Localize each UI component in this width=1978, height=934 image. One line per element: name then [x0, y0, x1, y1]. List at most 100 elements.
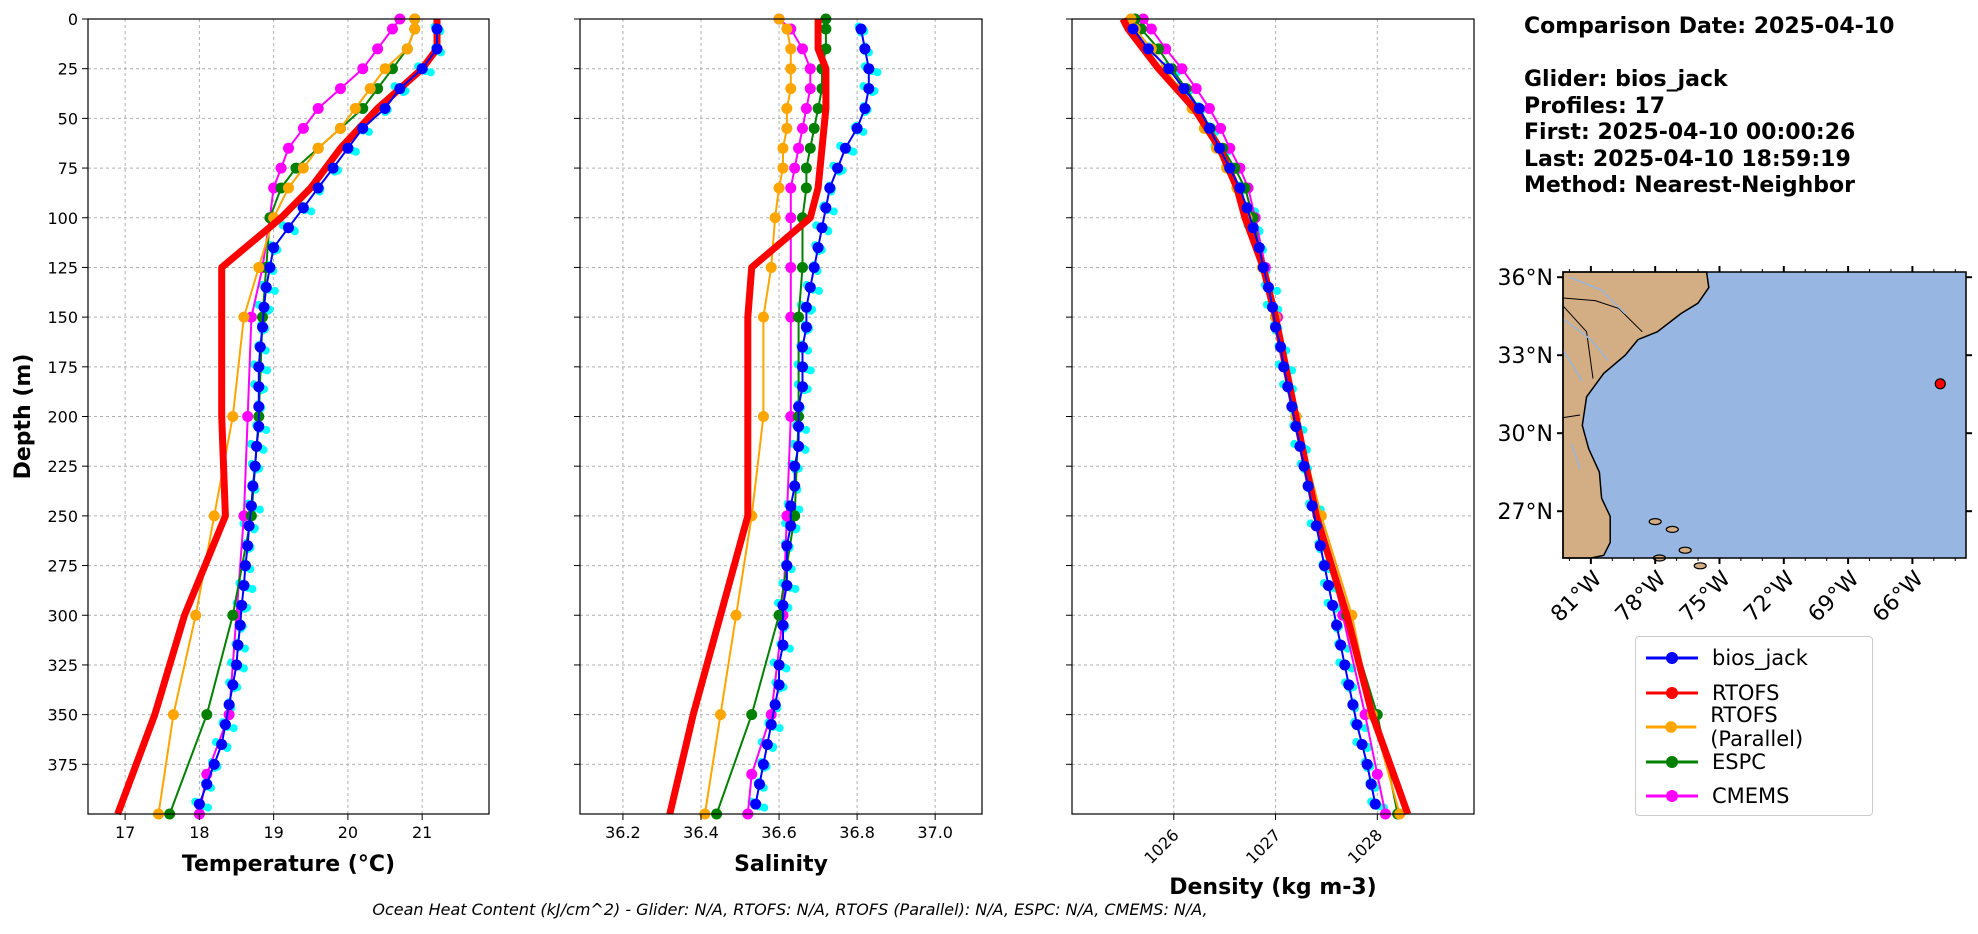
series-point-bios-jack [773, 659, 785, 671]
series-point-rtofs-parallel- [349, 102, 361, 114]
series-point-cmems [785, 311, 797, 323]
series-point-bios-jack [765, 719, 777, 731]
series-point-bios-jack [785, 520, 797, 532]
glider-position-marker [1934, 378, 1946, 390]
legend-item-cmems: CMEMS [1644, 779, 1790, 813]
series-point-bios-jack [816, 222, 828, 234]
y-tick-label: 200 [47, 408, 78, 427]
series-point-cmems [765, 709, 777, 721]
series-point-bios-jack [1178, 83, 1190, 95]
series-point-cmems [785, 261, 797, 273]
series-point-bios-jack [796, 341, 808, 353]
series-point-bios-jack [781, 540, 793, 552]
series-point-cmems [796, 43, 808, 55]
series-point-cmems [746, 768, 758, 780]
series-point-bios-jack [431, 43, 443, 55]
glider-profile-point [782, 664, 791, 673]
series-point-bios-jack [1247, 222, 1259, 234]
series-point-rtofs-parallel- [781, 122, 793, 134]
series-point-bios-jack [820, 202, 832, 214]
comparison-info: Comparison Date: 2025-04-10 Glider: bios… [1524, 14, 1894, 200]
y-tick-label: 325 [47, 656, 78, 675]
series-point-espc [800, 182, 812, 194]
series-point-espc [800, 162, 812, 174]
series-point-bios-jack [796, 381, 808, 393]
series-point-bios-jack [750, 798, 762, 810]
x-tick-label: 19 [263, 823, 283, 842]
series-point-bios-jack [1294, 440, 1306, 452]
x-tick-label: 36.6 [761, 823, 797, 842]
series-point-bios-jack [253, 361, 265, 373]
location-map: 36°N 33°N 30°N 27°N 81°W 78°W 75°W 72°W 69°W 66°W [1498, 266, 1972, 627]
island [1693, 562, 1707, 570]
glider-profile-point [775, 724, 784, 733]
series-point-bios-jack [260, 281, 272, 293]
series-point-bios-jack [863, 63, 875, 75]
y-tick-label: 75 [58, 159, 78, 178]
series-point-bios-jack [773, 679, 785, 691]
legend-item-espc: ESPC [1644, 745, 1766, 779]
series-point-bios-jack [223, 699, 235, 711]
series-point-espc [820, 43, 832, 55]
series-point-bios-jack [268, 242, 280, 254]
lat-tick-label: 36°N [1498, 266, 1553, 291]
series-point-cmems [283, 142, 294, 154]
x-tick-label: 36.4 [683, 823, 719, 842]
legend-item-rtofs-parallel-: RTOFS (Parallel) [1644, 703, 1872, 751]
lon-tick-label: 75°W [1675, 566, 1736, 627]
series-point-bios-jack [1343, 679, 1355, 691]
series-point-bios-jack [1234, 182, 1246, 194]
series-point-cmems [800, 102, 812, 114]
profile-panel-1: 0 25 50 75 100 125 150 175 200 225 250 275 300 325 350… [11, 10, 490, 877]
series-point-bios-jack [789, 480, 801, 492]
y-tick-label: 25 [58, 60, 78, 79]
series-point-bios-jack [754, 778, 766, 790]
y-tick-label: 350 [47, 706, 78, 725]
series-point-bios-jack [812, 242, 824, 254]
series-point-bios-jack [249, 460, 261, 472]
chart-legend: bios_jack RTOFS RTOFS (Parallel) ESPC CMEMS [1635, 636, 1873, 816]
series-point-cmems [372, 43, 384, 55]
y-tick-label: 300 [47, 606, 78, 625]
map-frame [1562, 271, 1967, 559]
series-point-bios-jack [234, 619, 246, 631]
lat-tick-label: 27°N [1498, 500, 1553, 525]
series-point-bios-jack [839, 142, 851, 154]
spacer [1524, 41, 1894, 68]
series-point-rtofs-parallel- [781, 23, 793, 35]
series-point-bios-jack [1127, 23, 1139, 35]
series-point-cmems [223, 709, 235, 721]
series-point-rtofs-parallel- [765, 261, 777, 273]
series-point-espc [773, 609, 785, 621]
series-point-cmems [804, 63, 816, 75]
series-point-rtofs-parallel- [785, 43, 797, 55]
series-point-cmems [1176, 63, 1188, 75]
series-point-cmems [1215, 122, 1227, 134]
island [1678, 546, 1692, 554]
glider-profile-point [307, 207, 316, 216]
glider-profile-point [255, 505, 264, 514]
series-point-cmems [334, 83, 346, 95]
series-point-bios-jack [785, 500, 797, 512]
series-point-rtofs-parallel- [757, 311, 769, 323]
lon-tick-label: 66°W [1868, 566, 1929, 627]
series-point-bios-jack [1347, 699, 1359, 711]
series-point-bios-jack [804, 281, 816, 293]
series-point-bios-jack [1322, 579, 1334, 591]
legend-label: CMEMS [1712, 784, 1790, 808]
island [1648, 517, 1662, 526]
glider-profile-point [802, 426, 811, 435]
river [1562, 318, 1609, 361]
glider-profile-point [806, 366, 815, 375]
glider-profile-point [760, 803, 769, 812]
series-point-bios-jack [394, 83, 406, 95]
series-point-bios-jack [1365, 778, 1377, 790]
series-point-bios-jack [1224, 162, 1236, 174]
series-point-bios-jack [1298, 460, 1310, 472]
series-point-cmems [785, 212, 797, 224]
series-point-rtofs-parallel- [769, 212, 781, 224]
series-point-bios-jack [257, 321, 269, 333]
series-point-rtofs-parallel- [238, 311, 250, 323]
series-point-cmems [312, 102, 324, 114]
